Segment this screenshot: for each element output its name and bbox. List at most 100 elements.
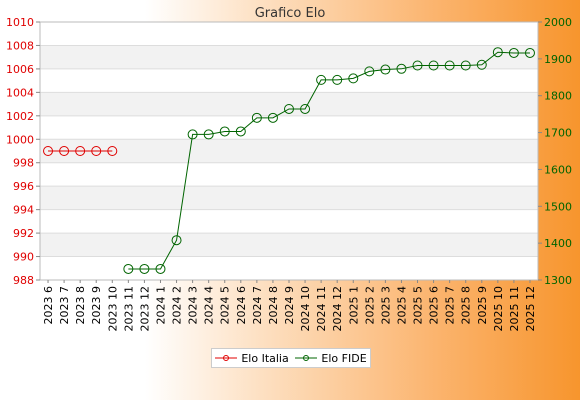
x-tick-label: 2024 6 (235, 286, 248, 325)
chart-legend: Elo Italia Elo FIDE (211, 348, 371, 368)
data-point (492, 47, 503, 58)
data-point (43, 146, 54, 156)
data-point (428, 60, 439, 71)
data-point (171, 235, 182, 246)
data-point (348, 73, 359, 84)
x-tick-label: 2024 11 (315, 286, 328, 332)
data-point (300, 103, 311, 114)
x-tick-label: 2025 8 (460, 286, 473, 325)
x-tick-label: 2024 2 (171, 286, 184, 325)
grid-band (40, 115, 538, 140)
x-tick-label: 2025 10 (492, 286, 505, 332)
y-right-tick-label: 1700 (544, 127, 572, 140)
y-right-tick-label: 1500 (544, 200, 572, 213)
data-point (155, 263, 166, 274)
data-point (396, 63, 407, 74)
x-tick-label: 2025 5 (412, 286, 425, 325)
y-right-tick-label: 2000 (544, 16, 572, 29)
x-tick-label: 2023 6 (42, 286, 55, 325)
x-tick-label: 2025 12 (524, 286, 537, 332)
data-point (332, 74, 343, 85)
series-line (128, 51, 530, 270)
x-tick-label: 2023 11 (122, 286, 135, 332)
x-tick-label: 2024 7 (251, 286, 264, 325)
y-left-tick-label: 1006 (6, 63, 34, 76)
grid-band (40, 186, 538, 210)
x-tick-label: 2025 6 (428, 286, 441, 325)
data-point (444, 60, 455, 71)
x-tick-label: 2023 8 (74, 286, 87, 325)
data-point (123, 263, 134, 274)
y-left-tick-label: 1000 (6, 133, 34, 146)
y-right-tick-label: 1800 (544, 90, 572, 103)
x-tick-label: 2024 3 (187, 286, 200, 325)
data-point (75, 146, 86, 156)
x-tick-label: 2024 9 (283, 286, 296, 325)
grid-band (40, 162, 538, 187)
x-tick-label: 2023 10 (106, 286, 119, 332)
x-tick-label: 2024 12 (331, 286, 344, 332)
data-point (203, 129, 214, 140)
data-point (267, 112, 278, 123)
x-tick-label: 2024 4 (203, 286, 216, 325)
x-tick-label: 2023 7 (58, 286, 71, 325)
y-left-tick-label: 1010 (6, 16, 34, 29)
data-point (412, 60, 423, 71)
x-tick-label: 2025 11 (508, 286, 521, 332)
data-point (364, 66, 375, 77)
y-left-tick-label: 990 (13, 251, 34, 264)
data-point (91, 146, 102, 156)
data-point (316, 74, 327, 85)
y-right-tick-label: 1900 (544, 53, 572, 66)
data-point (460, 60, 471, 71)
x-tick-label: 2025 1 (347, 286, 360, 325)
x-tick-label: 2025 7 (444, 286, 457, 325)
grid-band (40, 22, 538, 46)
y-left-tick-label: 992 (13, 227, 34, 240)
legend-item-elo-italia: Elo Italia (215, 351, 289, 365)
data-point (107, 146, 118, 156)
x-tick-label: 2024 5 (219, 286, 232, 325)
data-point (476, 59, 487, 70)
legend-swatch-elo-italia (215, 355, 238, 361)
y-left-tick-label: 1008 (6, 39, 34, 52)
data-point (139, 263, 150, 274)
data-point (284, 103, 294, 114)
y-left-tick-label: 994 (13, 204, 34, 217)
y-left-tick-label: 996 (13, 180, 34, 193)
data-point (508, 47, 519, 58)
y-left-tick-label: 988 (13, 274, 34, 287)
x-tick-label: 2024 1 (154, 286, 167, 325)
data-point (380, 64, 391, 75)
grid-band (40, 139, 538, 163)
data-point (59, 146, 70, 156)
x-tick-label: 2024 10 (299, 286, 312, 332)
grid-band (40, 233, 538, 257)
data-point (187, 129, 198, 140)
y-right-tick-label: 1600 (544, 163, 572, 176)
y-right-tick-label: 1400 (544, 237, 572, 250)
legend-label-elo-italia: Elo Italia (241, 351, 289, 365)
x-tick-label: 2023 12 (138, 286, 151, 332)
x-tick-label: 2023 9 (90, 286, 103, 325)
x-tick-label: 2025 3 (379, 286, 392, 325)
data-point (235, 126, 246, 137)
y-right-tick-label: 1300 (544, 274, 572, 287)
x-tick-label: 2024 8 (267, 286, 280, 325)
grid-band (40, 209, 538, 234)
x-tick-label: 2025 4 (395, 286, 408, 325)
legend-swatch-elo-fide (295, 355, 318, 361)
x-tick-label: 2025 2 (363, 286, 376, 325)
legend-item-elo-fide: Elo FIDE (295, 351, 367, 365)
grid-band (40, 256, 538, 280)
data-point (524, 47, 535, 58)
y-left-tick-label: 1002 (6, 110, 34, 123)
y-left-tick-label: 1004 (6, 86, 34, 99)
x-tick-label: 2025 9 (476, 286, 489, 325)
grid-band (40, 68, 538, 93)
chart-title: Grafico Elo (255, 6, 326, 21)
legend-label-elo-fide: Elo FIDE (321, 351, 367, 365)
y-left-tick-label: 998 (13, 157, 34, 170)
